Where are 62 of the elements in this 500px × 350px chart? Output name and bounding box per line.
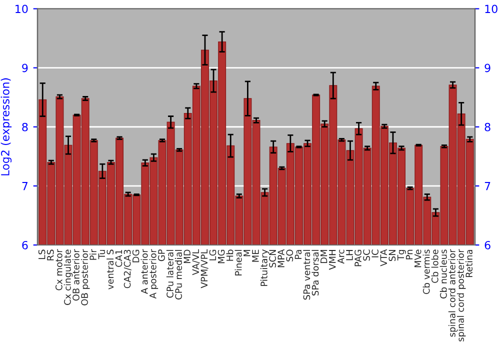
x-tick-label: A posterior [149,249,158,299]
x-tick-label: LH [346,250,353,260]
x-tick-label: Pir [90,249,96,260]
x-tick-label: MPA [278,249,284,268]
y2-tick-label: 6 [484,240,490,250]
x-tick-label: LS [38,250,46,260]
x-tick-label: SPa dorsal [312,250,319,296]
x-tick-label: MD [184,250,190,264]
y-tick-label: 8 [22,122,28,132]
x-tick-label: M [244,250,250,256]
x-tick-label: SPa ventral [303,250,310,300]
x-tick-label: RS [46,250,54,260]
x-tick-label: DM [320,250,328,264]
y-tick-label: 10 [16,4,28,14]
x-tick-label: Cx cingulate [64,250,73,305]
y-tick-label: 7 [22,182,28,190]
x-tick-label: CA1 [115,250,122,267]
x-tick-label: ventral S [106,250,114,290]
x-tick-label: IC [372,250,378,258]
y-tick-label: 6 [22,240,28,250]
x-tick-label: Tg [397,250,406,260]
x-tick-label: Pa [294,250,302,259]
x-tick-label: Tu [98,250,106,260]
x-tick-label: PAG [354,250,362,266]
x-tick-label: SCN [269,250,276,268]
x-tick-label: CA2/CA3 [124,250,132,288]
x-tick-label: Retina [466,250,472,278]
x-tick-label: Pineal [234,250,242,276]
x-tick-label: OB anterior [72,249,80,301]
y2-tick-label: 9 [484,64,490,72]
x-tick-label: Cx motor [56,249,62,290]
x-tick-label: VPM/VPL [200,249,208,288]
x-tick-label: Hb [226,250,234,261]
x-tick-label: OB posterior [80,249,90,306]
x-tick-label: SO [286,250,294,262]
y2-tick-label: 8 [484,122,490,132]
y-tick-label: 9 [22,64,28,72]
x-tick-label: VMH [329,250,336,270]
x-tick-label: spinal cord anterior [448,249,458,337]
x-tick-label: Cb vermis [422,250,430,294]
x-tick-label: Arc [338,250,344,264]
x-tick-label: SN [388,250,396,262]
x-tick-label: MG [218,250,225,264]
x-tick-label: LG [209,250,216,260]
y-axis-title: Log2 (expression) [0,78,12,176]
x-tick-label: ME [252,250,259,262]
x-tick-label: spinal cord posterior [456,249,466,342]
y2-tick-label: 7 [484,182,490,190]
x-tick-label: A anterior [140,249,148,294]
x-tick-label: Cb lobe [431,250,438,283]
x-tick-label: CPu medial [174,250,182,300]
x-tick-label: Cb nucleus [440,250,447,298]
x-tick-label: Pn [406,250,413,260]
x-tick-label: CPu lateral [166,250,174,298]
x-tick-label: SC [363,250,370,261]
x-tick-label: VA/VL [192,249,200,276]
y2-tick-label: 10 [485,4,498,14]
x-tick-label: DG [132,250,140,262]
x-tick-label: GP [158,249,165,262]
x-tick-label: MVe [414,250,422,268]
x-tick-label: Pituitary [260,249,270,286]
x-tick-label: VTA [380,249,387,266]
